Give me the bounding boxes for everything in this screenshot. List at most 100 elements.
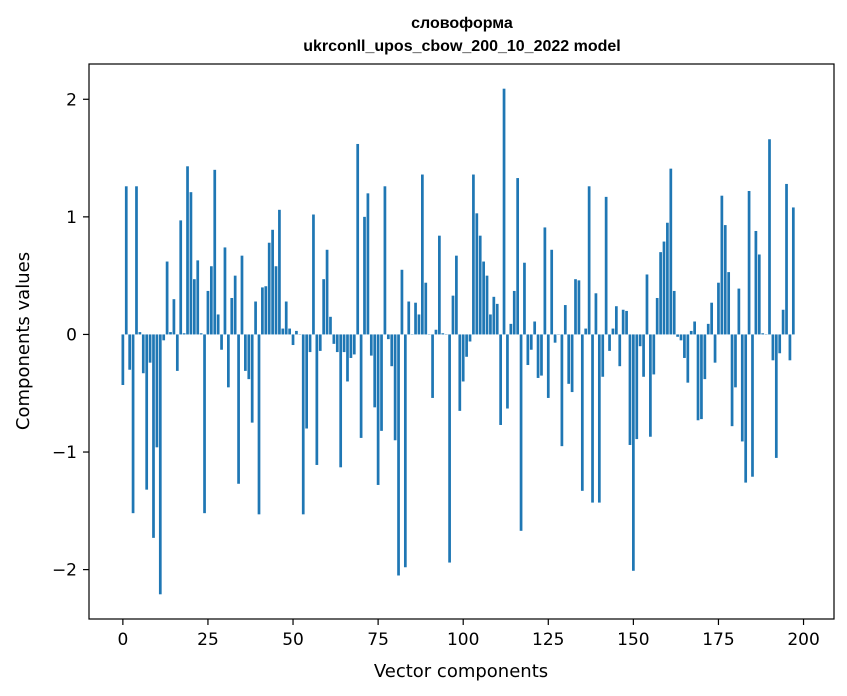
bar-166 [686, 334, 690, 383]
bar-65 [342, 334, 346, 353]
bar-177 [723, 225, 727, 335]
bar-122 [536, 334, 540, 378]
bar-10 [155, 334, 159, 448]
bar-194 [781, 309, 785, 335]
bar-79 [390, 334, 394, 367]
bar-70 [359, 334, 363, 438]
bar-86 [414, 302, 417, 335]
x-tick-label: 75 [367, 630, 389, 650]
bar-158 [659, 252, 662, 335]
x-tick-label: 50 [282, 630, 304, 650]
bar-155 [649, 334, 652, 437]
bar-19 [186, 166, 189, 335]
bar-87 [417, 314, 421, 335]
bar-168 [693, 321, 696, 335]
bar-16 [175, 334, 179, 371]
bar-61 [329, 316, 332, 335]
y-axis-label: Components values [13, 252, 34, 430]
bar-48 [284, 301, 288, 335]
bar-77 [383, 186, 387, 335]
bar-129 [560, 334, 564, 447]
bar-64 [339, 334, 343, 468]
bar-169 [696, 334, 700, 421]
bar-190 [768, 139, 771, 335]
bar-143 [608, 334, 611, 351]
bar-197 [791, 207, 795, 335]
bar-24 [203, 334, 206, 514]
bar-171 [703, 334, 707, 380]
bar-56 [312, 214, 315, 335]
bar-44 [271, 229, 274, 335]
bar-146 [618, 334, 622, 367]
bar-55 [308, 334, 312, 353]
bar-136 [584, 328, 588, 335]
bar-180 [734, 334, 737, 388]
bar-62 [332, 334, 336, 344]
bar-182 [740, 334, 744, 442]
bar-149 [628, 334, 632, 445]
bar-145 [614, 306, 618, 335]
y-tick-label: 1 [66, 208, 77, 228]
bar-121 [533, 321, 537, 335]
x-tick-label: 25 [197, 630, 219, 650]
x-axis-label: Vector components [374, 661, 548, 682]
bar-58 [318, 334, 322, 351]
bar-7 [145, 334, 149, 490]
bar-43 [267, 242, 271, 335]
bar-26 [209, 266, 213, 335]
x-tick-label: 125 [532, 630, 564, 650]
plot-frame [88, 63, 835, 620]
bar-60 [325, 249, 329, 335]
bar-3 [131, 334, 135, 514]
x-tick-label: 100 [447, 630, 479, 650]
x-tick-label: 150 [617, 630, 649, 650]
bar-11 [158, 334, 162, 595]
bar-131 [567, 334, 571, 384]
bar-101 [465, 334, 468, 357]
bar-80 [393, 334, 397, 441]
bar-124 [543, 227, 547, 335]
bar-176 [720, 195, 724, 335]
bar-21 [192, 279, 196, 335]
bar-127 [553, 334, 557, 343]
bar-157 [655, 297, 659, 335]
bar-67 [349, 334, 353, 358]
bar-20 [189, 192, 193, 335]
bar-193 [778, 334, 782, 354]
bar-18 [182, 333, 186, 335]
bar-0 [121, 334, 125, 385]
bar-147 [621, 309, 625, 335]
bar-152 [638, 334, 642, 347]
bar-167 [689, 330, 693, 335]
bar-49 [288, 328, 291, 335]
bar-109 [492, 296, 496, 335]
bar-134 [577, 280, 581, 335]
bar-118 [523, 262, 526, 335]
bar-104 [475, 213, 479, 335]
bar-25 [206, 290, 210, 335]
bar-35 [240, 255, 244, 335]
bar-12 [162, 334, 166, 341]
bar-13 [165, 261, 169, 335]
bar-151 [635, 334, 639, 440]
bar-108 [489, 314, 492, 335]
bar-141 [601, 334, 605, 377]
bar-161 [669, 168, 673, 335]
bar-102 [468, 334, 472, 342]
bar-76 [380, 334, 383, 431]
bar-75 [376, 334, 380, 485]
bar-174 [713, 334, 717, 363]
bar-31 [227, 334, 230, 388]
bar-69 [356, 143, 360, 335]
bar-172 [706, 323, 710, 335]
bar-186 [754, 230, 758, 335]
bar-42 [264, 286, 268, 335]
bar-184 [747, 190, 751, 335]
chart-subtitle: ukrconll_upos_cbow_200_10_2022 model [303, 38, 620, 55]
bar-66 [346, 334, 349, 382]
bar-178 [727, 272, 731, 335]
bar-1 [124, 186, 128, 335]
bar-72 [366, 193, 370, 335]
x-tick-label: 200 [787, 630, 819, 650]
